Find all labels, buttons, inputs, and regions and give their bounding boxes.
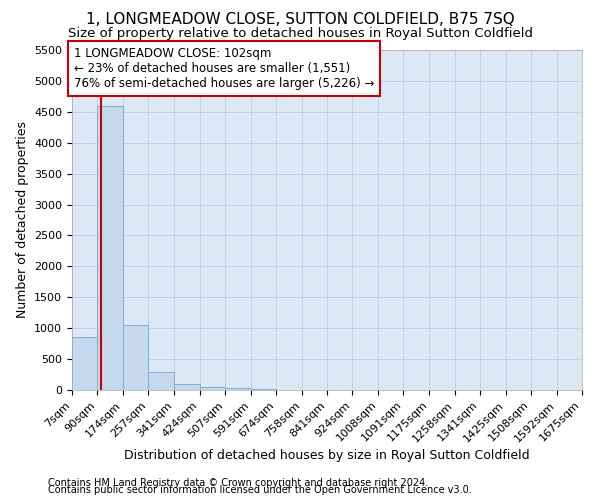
Bar <box>199 387 225 390</box>
Y-axis label: Number of detached properties: Number of detached properties <box>16 122 29 318</box>
X-axis label: Distribution of detached houses by size in Royal Sutton Coldfield: Distribution of detached houses by size … <box>124 449 530 462</box>
Bar <box>148 372 174 390</box>
Bar <box>72 338 97 390</box>
Text: 1 LONGMEADOW CLOSE: 102sqm
← 23% of detached houses are smaller (1,551)
76% of s: 1 LONGMEADOW CLOSE: 102sqm ← 23% of deta… <box>74 47 374 90</box>
Text: Contains public sector information licensed under the Open Government Licence v3: Contains public sector information licen… <box>48 485 472 495</box>
Bar <box>251 389 276 390</box>
Text: Contains HM Land Registry data © Crown copyright and database right 2024.: Contains HM Land Registry data © Crown c… <box>48 478 428 488</box>
Text: Size of property relative to detached houses in Royal Sutton Coldfield: Size of property relative to detached ho… <box>67 28 533 40</box>
Bar <box>97 106 123 390</box>
Bar <box>225 388 251 390</box>
Bar <box>174 384 199 390</box>
Text: 1, LONGMEADOW CLOSE, SUTTON COLDFIELD, B75 7SQ: 1, LONGMEADOW CLOSE, SUTTON COLDFIELD, B… <box>86 12 514 28</box>
Bar <box>123 325 148 390</box>
